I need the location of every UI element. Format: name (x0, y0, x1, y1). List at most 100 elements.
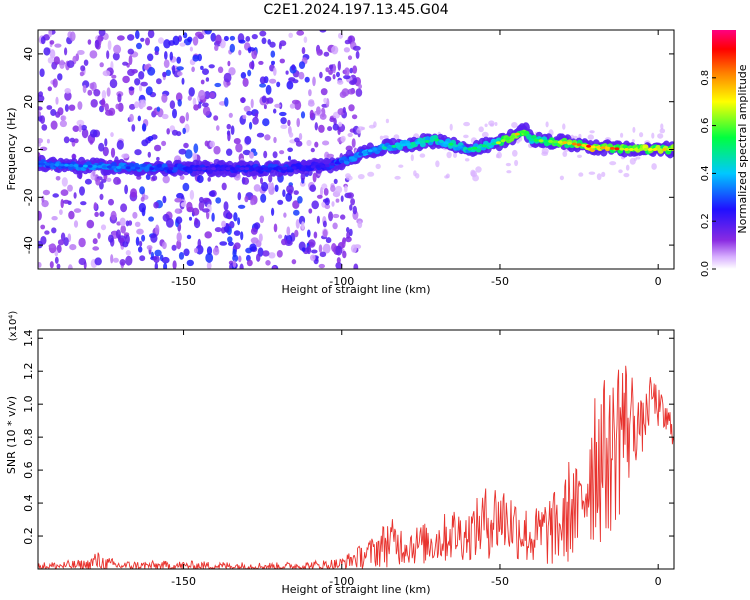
noise-blob (345, 173, 351, 179)
noise-blob (463, 134, 469, 139)
ridge-core (277, 167, 283, 170)
noise-blob (295, 140, 303, 147)
noise-blob (147, 151, 151, 158)
noise-blob (287, 119, 291, 127)
ridge-core (552, 140, 558, 144)
noise-blob (293, 209, 300, 216)
noise-blob (332, 213, 340, 219)
noise-blob (332, 123, 339, 131)
ridge-core (628, 148, 634, 151)
noise-blob (95, 178, 101, 186)
noise-blob (325, 67, 330, 73)
noise-blob (328, 64, 334, 70)
noise-blob (98, 142, 105, 152)
noise-blob (99, 193, 104, 200)
noise-blob (140, 196, 145, 202)
noise-blob (217, 66, 224, 74)
noise-blob (296, 30, 305, 36)
noise-blob (67, 184, 73, 192)
noise-blob (344, 39, 351, 45)
noise-blob (176, 232, 182, 242)
noise-blob (92, 238, 98, 245)
ridge-core (158, 167, 164, 171)
noise-blob (328, 211, 334, 222)
noise-blob (141, 234, 146, 242)
ridge-core (329, 162, 335, 166)
y-tick-label: -40 (22, 236, 35, 254)
noise-blob (227, 131, 231, 142)
noise-blob (108, 198, 114, 206)
noise-blob (185, 112, 189, 122)
noise-blob (286, 226, 291, 236)
noise-blob (309, 109, 314, 119)
noise-blob (134, 221, 141, 227)
noise-blob (278, 42, 282, 50)
noise-blob (176, 56, 181, 64)
noise-blob (338, 121, 343, 127)
noise-blob (38, 94, 45, 102)
noise-blob (306, 245, 312, 255)
noise-blob (92, 169, 96, 177)
noise-blob (273, 67, 277, 76)
noise-blob (101, 98, 106, 108)
noise-blob (135, 30, 140, 40)
noise-blob (496, 151, 502, 159)
noise-blob (228, 241, 234, 247)
noise-blob (184, 149, 193, 159)
noise-blob (139, 186, 146, 195)
noise-blob (46, 105, 53, 110)
noise-blob (132, 211, 138, 219)
noise-blob (344, 185, 348, 193)
ridge-core (500, 139, 506, 143)
ridge-core (83, 164, 88, 168)
noise-blob (410, 154, 414, 162)
noise-blob (319, 113, 327, 120)
noise-blob (261, 37, 267, 45)
ridge-core (505, 137, 511, 141)
noise-blob (337, 79, 344, 85)
noise-blob (52, 193, 59, 198)
y-tick-label: 0.8 (22, 428, 35, 446)
ridge-core (624, 148, 629, 151)
noise-blob (240, 97, 246, 103)
noise-blob (445, 173, 450, 179)
noise-blob (435, 160, 440, 168)
colorbar-tick-label: 0.6 (700, 118, 711, 134)
noise-blob (233, 242, 241, 250)
noise-blob (623, 173, 630, 178)
noise-blob (69, 31, 76, 42)
noise-blob (320, 186, 323, 197)
noise-blob (255, 240, 262, 248)
ridge-core (405, 142, 411, 146)
ridge-core (476, 145, 482, 149)
noise-blob (197, 238, 202, 249)
noise-blob (311, 249, 318, 254)
noise-blob (288, 132, 294, 138)
noise-blob (287, 147, 293, 153)
ridge-core (258, 167, 264, 171)
y-tick-label: 0 (22, 146, 35, 153)
ridge-core (87, 164, 93, 168)
noise-blob (73, 208, 82, 213)
noise-blob (139, 240, 143, 247)
ridge-core (415, 141, 421, 145)
noise-blob (233, 138, 241, 145)
noise-blob (295, 219, 300, 229)
ridge-core (643, 148, 648, 151)
noise-blob (140, 99, 147, 108)
noise-blob (232, 260, 237, 268)
noise-blob (398, 164, 404, 168)
noise-blob (54, 43, 62, 48)
ridge-core (310, 165, 316, 169)
noise-blob (587, 134, 594, 140)
noise-blob (349, 204, 353, 211)
noise-blob (110, 254, 114, 264)
noise-blob (322, 220, 327, 228)
noise-blob (609, 161, 617, 166)
noise-blob (172, 65, 176, 75)
x-tick-label: -100 (329, 575, 354, 588)
noise-blob (125, 255, 133, 266)
noise-blob (38, 106, 43, 111)
ridge-core (116, 165, 122, 169)
noise-blob (208, 64, 215, 69)
